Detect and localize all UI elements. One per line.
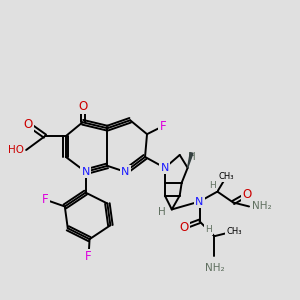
Text: F: F (42, 193, 48, 206)
Text: O: O (78, 100, 87, 113)
Text: NH₂: NH₂ (252, 202, 272, 212)
Text: N: N (195, 196, 204, 206)
Text: O: O (179, 221, 188, 234)
Text: H: H (188, 152, 196, 162)
Text: N: N (161, 163, 169, 173)
Polygon shape (188, 153, 193, 168)
Text: H: H (205, 225, 212, 234)
Text: H: H (158, 207, 166, 218)
Text: HO: HO (8, 145, 24, 155)
Text: O: O (242, 188, 252, 201)
Text: O: O (23, 118, 33, 131)
Text: CH₃: CH₃ (218, 172, 234, 181)
Text: N: N (121, 167, 129, 177)
Text: F: F (160, 120, 166, 133)
Text: F: F (85, 250, 92, 263)
Text: H: H (209, 181, 216, 190)
Text: CH₃: CH₃ (226, 227, 242, 236)
Text: N: N (81, 167, 90, 177)
Text: NH₂: NH₂ (205, 263, 224, 273)
